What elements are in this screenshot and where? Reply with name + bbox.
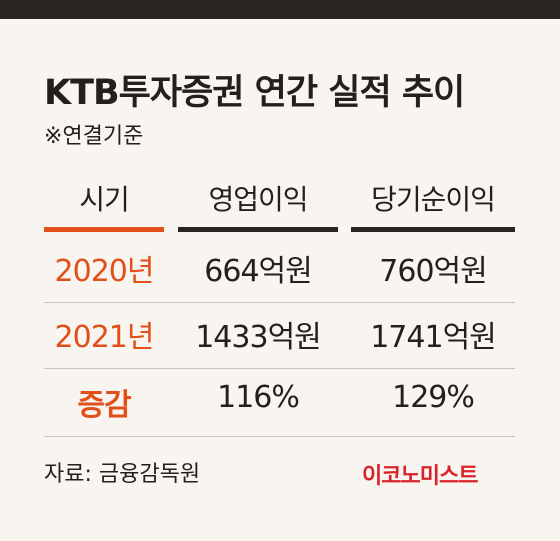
page-title: KTB투자증권 연간 실적 추이 [44,73,465,113]
header-underline-period [44,227,164,232]
row-divider [44,302,515,303]
row-2021-operating-profit: 1433억원 [195,320,322,355]
row-2020-period: 2020년 [54,254,155,289]
row-2021-period: 2021년 [54,320,155,355]
header-underline-net-income [351,227,515,232]
row-change-operating-profit: 116% [217,380,300,415]
top-bar [0,0,560,19]
header-period: 시기 [79,183,130,216]
row-change-net-income: 129% [392,380,475,415]
row-divider [44,368,515,369]
subtitle: ※연결기준 [44,124,144,149]
brand-logo: 이코노미스트 [362,464,478,489]
source-note: 자료: 금융감독원 [44,462,201,487]
row-2021-net-income: 1741억원 [370,320,497,355]
row-change-period: 증감 [77,388,131,423]
row-2020-net-income: 760억원 [379,254,487,289]
header-net-income: 당기순이익 [371,183,496,216]
header-underline-operating-profit [178,227,338,232]
row-divider [44,436,515,437]
row-2020-operating-profit: 664억원 [204,254,312,289]
header-operating-profit: 영업이익 [208,183,308,216]
